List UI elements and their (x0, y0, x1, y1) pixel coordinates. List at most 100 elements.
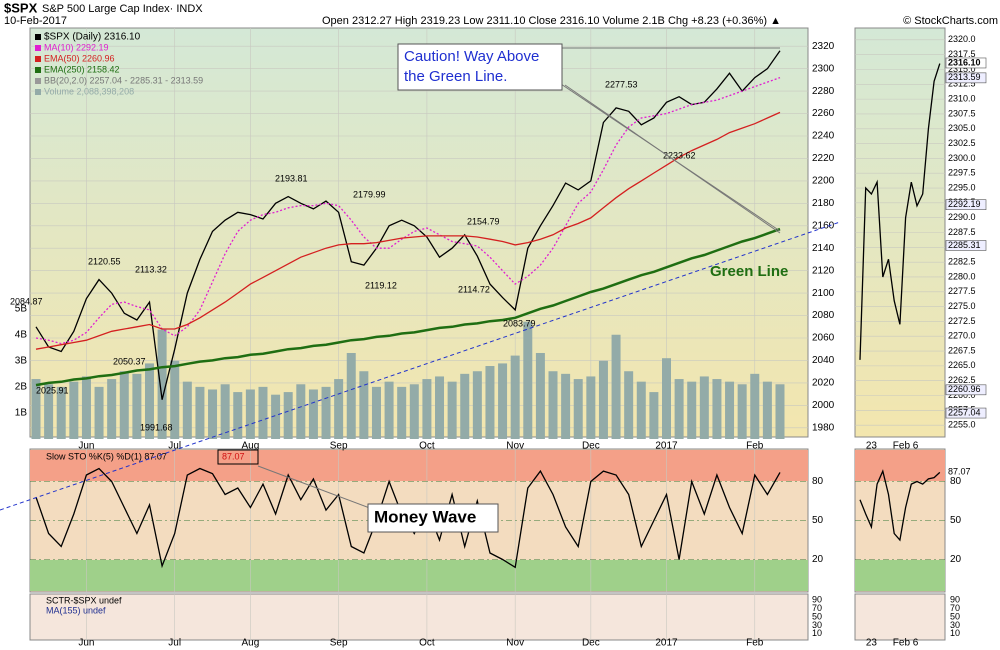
volume-bar (81, 376, 91, 439)
volume-bar (636, 381, 646, 439)
y-tick-label: 2040 (812, 355, 835, 366)
y-tick-label: 5B (15, 303, 28, 314)
x-tick-label: Sep (330, 441, 348, 452)
caution-box (397, 43, 563, 91)
y-tick-label: 2262.5 (948, 375, 976, 385)
volume-bar (308, 389, 318, 439)
y-tick-label: 2220 (812, 153, 835, 164)
y-tick-label: 2300.0 (948, 153, 976, 163)
volume-bar (775, 384, 785, 439)
x-tick-label: Feb 6 (893, 441, 919, 452)
x-tick-label: 2017 (655, 638, 678, 649)
y-tick-label: 2287.5 (948, 227, 976, 237)
quote: Open 2312.27 High 2319.23 Low 2311.10 Cl… (322, 15, 781, 27)
volume-bar (737, 384, 747, 439)
legend-label: $SPX (Daily) 2316.10 (44, 32, 141, 43)
callout-text: the Green Line. (404, 68, 507, 85)
money-wave-label: Money Wave (374, 507, 476, 526)
x-tick-label: 2017 (655, 441, 678, 452)
x-tick-label: 23 (866, 638, 878, 649)
y-tick-label: 20 (950, 554, 962, 565)
y-tick-label: 2120 (812, 265, 835, 276)
index-name: S&P 500 Large Cap Index· INDX (42, 3, 203, 15)
series-line (35, 76, 781, 345)
y-tick-label: 2320 (812, 41, 835, 52)
x-tick-label: Nov (506, 441, 524, 452)
x-tick-label: Jul (168, 638, 181, 649)
legend-label: MA(10) 2292.19 (44, 42, 109, 52)
symbol: $SPX (4, 0, 38, 15)
x-tick-label: Aug (241, 441, 259, 452)
legend-swatch (35, 45, 41, 51)
x-tick-label: Oct (419, 441, 435, 452)
y-tick-label: 2100 (812, 288, 835, 299)
volume-bar (220, 384, 230, 439)
price-annotation: 2025.91 (36, 385, 69, 395)
price-annotation: 2050.37 (113, 356, 146, 366)
volume-bar (447, 381, 457, 439)
volume-bar (94, 386, 104, 439)
volume-bar (346, 352, 356, 439)
volume-bar (598, 360, 608, 439)
series-line (35, 50, 781, 400)
y-tick-label: 2280.0 (948, 271, 976, 281)
price-annotation: 2084.87 (10, 296, 43, 306)
y-tick-label: 2300 (812, 63, 835, 74)
volume-bar (371, 386, 381, 439)
series-line (859, 469, 941, 542)
x-tick-label: Dec (582, 638, 600, 649)
volume-bar (384, 381, 394, 439)
y-tick-label: 2302.5 (948, 138, 976, 148)
volume-bar (195, 386, 205, 439)
x-tick-label: Dec (582, 441, 600, 452)
price-tag (945, 72, 987, 84)
volume-bar (687, 381, 697, 439)
y-tick-label: 2060 (812, 333, 835, 344)
legend-swatch (35, 67, 41, 73)
x-tick-label: Jun (78, 441, 94, 452)
trend-line (0, 221, 841, 511)
volume-bar (208, 389, 218, 439)
volume-bar (548, 371, 558, 439)
y-tick-label: 30 (950, 620, 960, 630)
volume-bar (31, 379, 41, 439)
y-tick-label: 2297.5 (948, 168, 976, 178)
y-tick-label: 2282.5 (948, 257, 976, 267)
price-annotation: 1991.68 (140, 422, 173, 432)
y-tick-label: 50 (950, 515, 962, 526)
mini-stoch-current: 87.07 (948, 467, 971, 477)
volume-bar (624, 371, 634, 439)
price-tag (945, 240, 987, 251)
volume-bar (535, 352, 545, 439)
stoch-current: 87.07 (222, 451, 245, 461)
sctr-panel (29, 593, 809, 641)
volume-bar (258, 386, 268, 439)
y-tick-label: 2312.5 (948, 79, 976, 89)
legend-label: EMA(50) 2260.96 (44, 53, 115, 63)
y-tick-label: 2B (15, 382, 28, 393)
volume-bar (435, 376, 445, 439)
y-tick-label: 2307.5 (948, 108, 976, 118)
price-tag-label: 2260.96 (948, 384, 981, 394)
volume-bar (359, 371, 369, 439)
price-annotation: 2113.32 (135, 264, 167, 274)
volume-bar (561, 373, 571, 439)
x-tick-label: Oct (419, 638, 435, 649)
x-tick-label: Feb (746, 638, 764, 649)
volume-bar (119, 371, 129, 439)
y-tick-label: 2310.0 (948, 94, 976, 104)
callout-line (564, 84, 781, 234)
price-annotation: 2083.79 (503, 318, 536, 328)
volume-bar (712, 379, 722, 439)
volume-bar (750, 373, 760, 439)
green-line-label: Green Line (710, 263, 788, 280)
y-tick-label: 4B (15, 329, 28, 340)
volume-bar (283, 392, 293, 439)
mini-oversold-zone (855, 560, 945, 591)
series-line (35, 227, 781, 387)
volume-bar (699, 376, 709, 439)
oversold-zone (30, 560, 808, 591)
y-tick-label: 50 (950, 611, 960, 621)
price-tag-label: 2316.10 (948, 57, 981, 67)
legend-label: EMA(250) 2158.42 (44, 64, 120, 74)
